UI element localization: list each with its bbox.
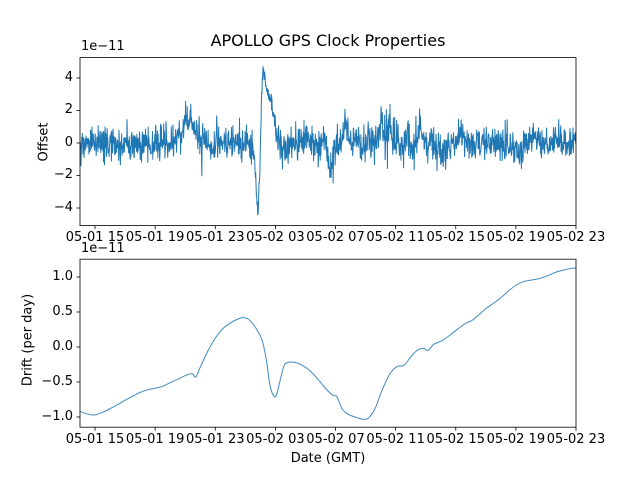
y-tick-label: 1.0 [52,268,73,284]
y-tick-label: −4 [53,200,73,215]
y-tick-label: −2 [53,167,73,183]
drift-series-line [80,267,576,420]
x-tick-label: 05-02 19 [486,431,546,447]
plot-title: APOLLO GPS Clock Properties [210,31,446,50]
x-tick-label: 05-02 11 [366,431,425,447]
x-tick-label: 05-02 15 [426,229,485,245]
x-axis-label: Date (GMT) [290,451,366,466]
drift-scale-label: 1e−11 [81,241,125,256]
x-tick-label: 05-02 03 [246,431,305,447]
y-tick-label: 2 [64,102,73,118]
x-tick-label: 05-02 07 [306,229,365,245]
offset-scale-label: 1e−11 [81,39,125,54]
x-tick-label: 05-01 15 [65,229,125,245]
x-tick-label: 05-02 15 [426,431,485,447]
y-tick-label: 0.5 [52,303,73,319]
x-tick-label: 05-01 15 [65,431,125,447]
y-tick-label: 4 [64,69,73,85]
x-tick-label: 05-02 23 [546,229,606,245]
x-tick-label: 05-01 19 [125,431,185,447]
drift-plot-border [79,258,577,428]
y-tick-label: 0 [64,134,73,150]
y-tick-label: −0.5 [41,373,73,389]
x-tick-label: 05-02 19 [486,229,546,245]
x-tick-label: 05-02 23 [546,431,606,447]
x-tick-label: 05-02 07 [306,431,365,447]
x-tick-label: 05-01 23 [186,431,245,447]
y-tick-label: −1.0 [41,408,73,424]
x-tick-label: 05-01 23 [186,229,245,245]
x-tick-label: 05-01 19 [125,229,185,245]
offset-series-line [80,65,576,216]
x-tick-label: 05-02 03 [246,229,305,245]
y-tick-label: 0.0 [52,338,73,354]
x-tick-label: 05-02 11 [366,229,425,245]
offset-plot-border [79,57,577,226]
